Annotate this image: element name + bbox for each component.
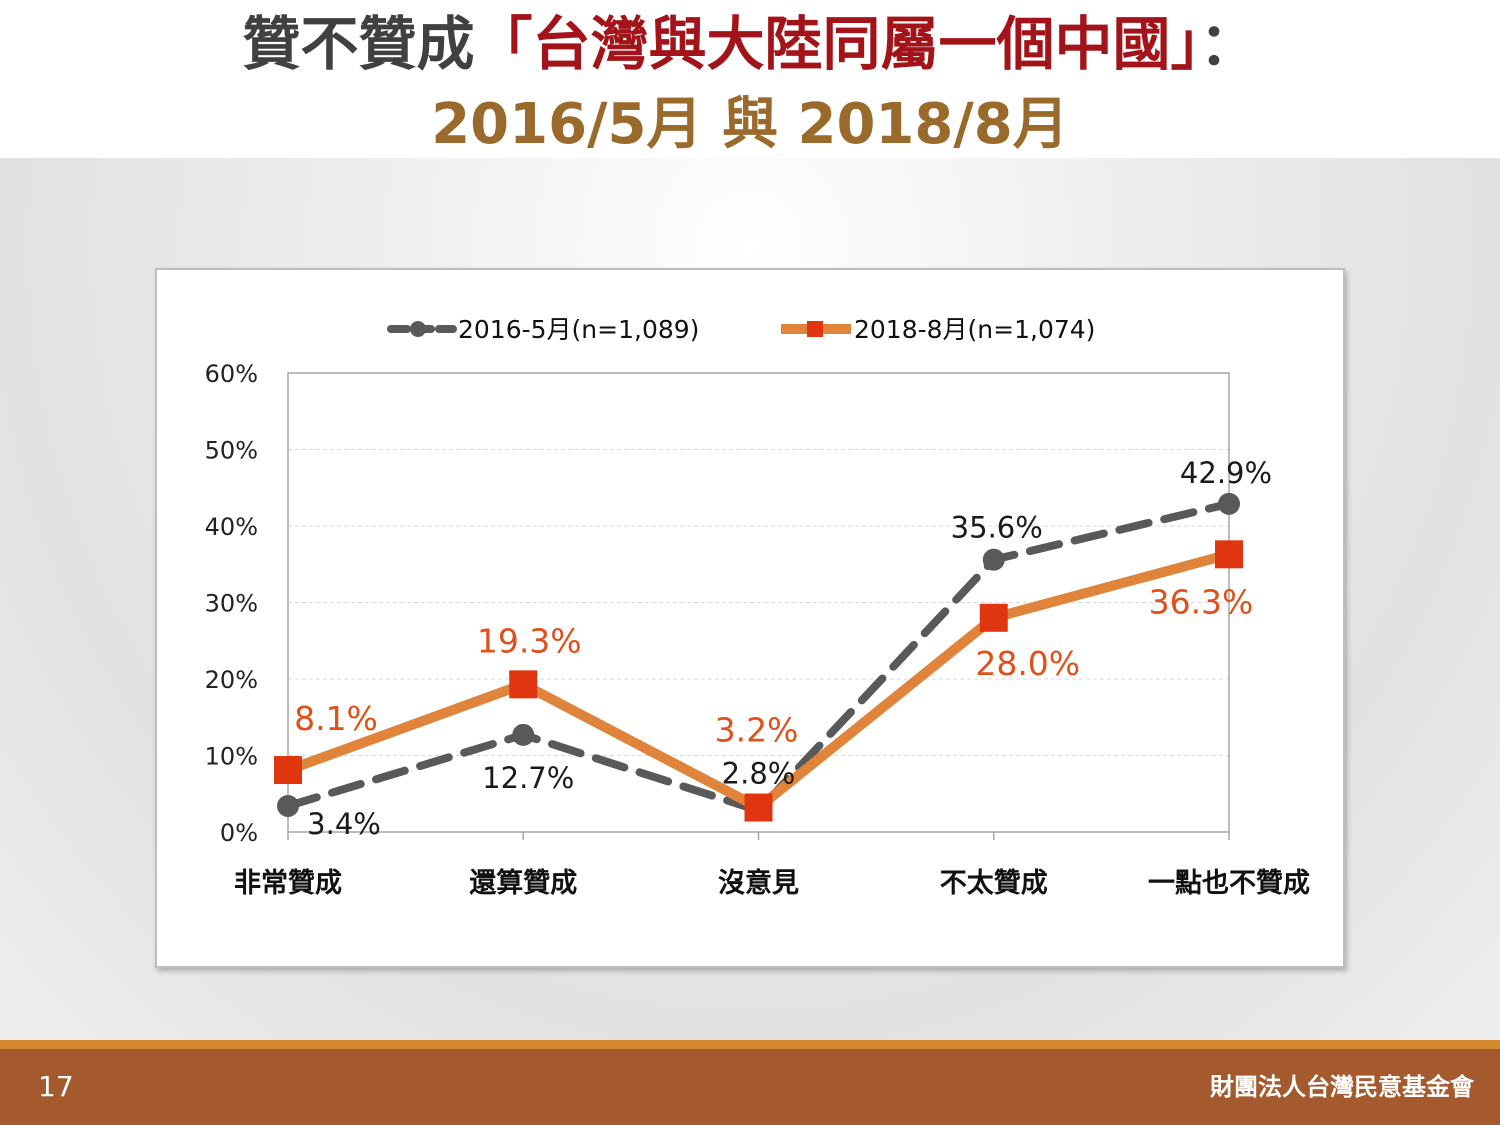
x-category-label: 一點也不贊成 [1148, 868, 1310, 899]
x-category-label: 不太贊成 [940, 868, 1048, 899]
series-2016-data-label: 42.9% [1180, 456, 1272, 490]
legend-2016-label: 2016-5月(n=1,089) [458, 315, 699, 344]
series-2018-point [979, 603, 1008, 632]
series-2018-point [274, 756, 302, 785]
slide-title-area: 贊不贊成「台灣與大陸同屬一個中國」： 2016/5月 與 2018/8月 [0, 0, 1500, 158]
series-2018-point [1215, 540, 1243, 569]
page-number: 17 [38, 1070, 74, 1103]
legend-2018-swatch-marker [807, 321, 823, 337]
footer-stripe [0, 1040, 1500, 1049]
legend-2018-label: 2018-8月(n=1,074) [854, 315, 1095, 344]
series-2016-data-label: 2.8% [722, 757, 796, 791]
y-tick-label: 40% [205, 513, 258, 541]
x-category-label: 沒意見 [718, 867, 799, 899]
series-2016-point [1218, 492, 1240, 515]
organization-name: 財團法人台灣民意基金會 [1210, 1073, 1474, 1101]
y-tick-label: 20% [205, 666, 258, 694]
y-tick-label: 50% [205, 437, 258, 465]
x-category-label: 非常贊成 [234, 868, 342, 899]
series-2016-data-label: 35.6% [951, 511, 1043, 545]
legend-2016-swatch-marker [410, 321, 426, 337]
slide-footer: 17 財團法人台灣民意基金會 [0, 1049, 1500, 1125]
y-tick-label: 10% [205, 743, 258, 771]
series-2016-data-label: 12.7% [482, 761, 574, 795]
slide-subtitle: 2016/5月 與 2018/8月 [431, 92, 1069, 157]
title-highlight: 「台灣與大陸同屬一個中國」 [474, 10, 1200, 78]
series-2018-data-label: 3.2% [715, 711, 799, 750]
series-2016-data-label: 3.4% [307, 807, 381, 841]
slide-title: 贊不贊成「台灣與大陸同屬一個中國」： [0, 4, 1500, 84]
series-2018-data-label: 36.3% [1149, 582, 1254, 621]
line-chart: 0% 10% 20% 30% 40% 50% 60% 非常贊成 還算贊成 沒意見 不太贊成 一點也不贊… [205, 315, 1310, 899]
title-suffix: ： [1199, 10, 1258, 78]
chart-frame: 0% 10% 20% 30% 40% 50% 60% 非常贊成 還算贊成 沒意見 不太贊成 一點也不贊… [155, 268, 1345, 968]
series-2016-point [512, 723, 535, 746]
x-category-label: 還算贊成 [469, 867, 577, 899]
y-tick-label: 60% [205, 360, 258, 388]
y-tick-label: 30% [205, 590, 258, 618]
series-2018-point [744, 793, 773, 822]
y-tick-label: 0% [220, 819, 258, 847]
series-2016-point [982, 548, 1005, 571]
title-prefix: 贊不贊成 [242, 10, 475, 78]
series-2016-point [277, 794, 299, 817]
series-2018-point [509, 670, 538, 699]
series-2018-data-label: 28.0% [975, 644, 1080, 683]
series-2018-data-label: 8.1% [294, 699, 378, 738]
series-2018-data-label: 19.3% [477, 621, 582, 660]
